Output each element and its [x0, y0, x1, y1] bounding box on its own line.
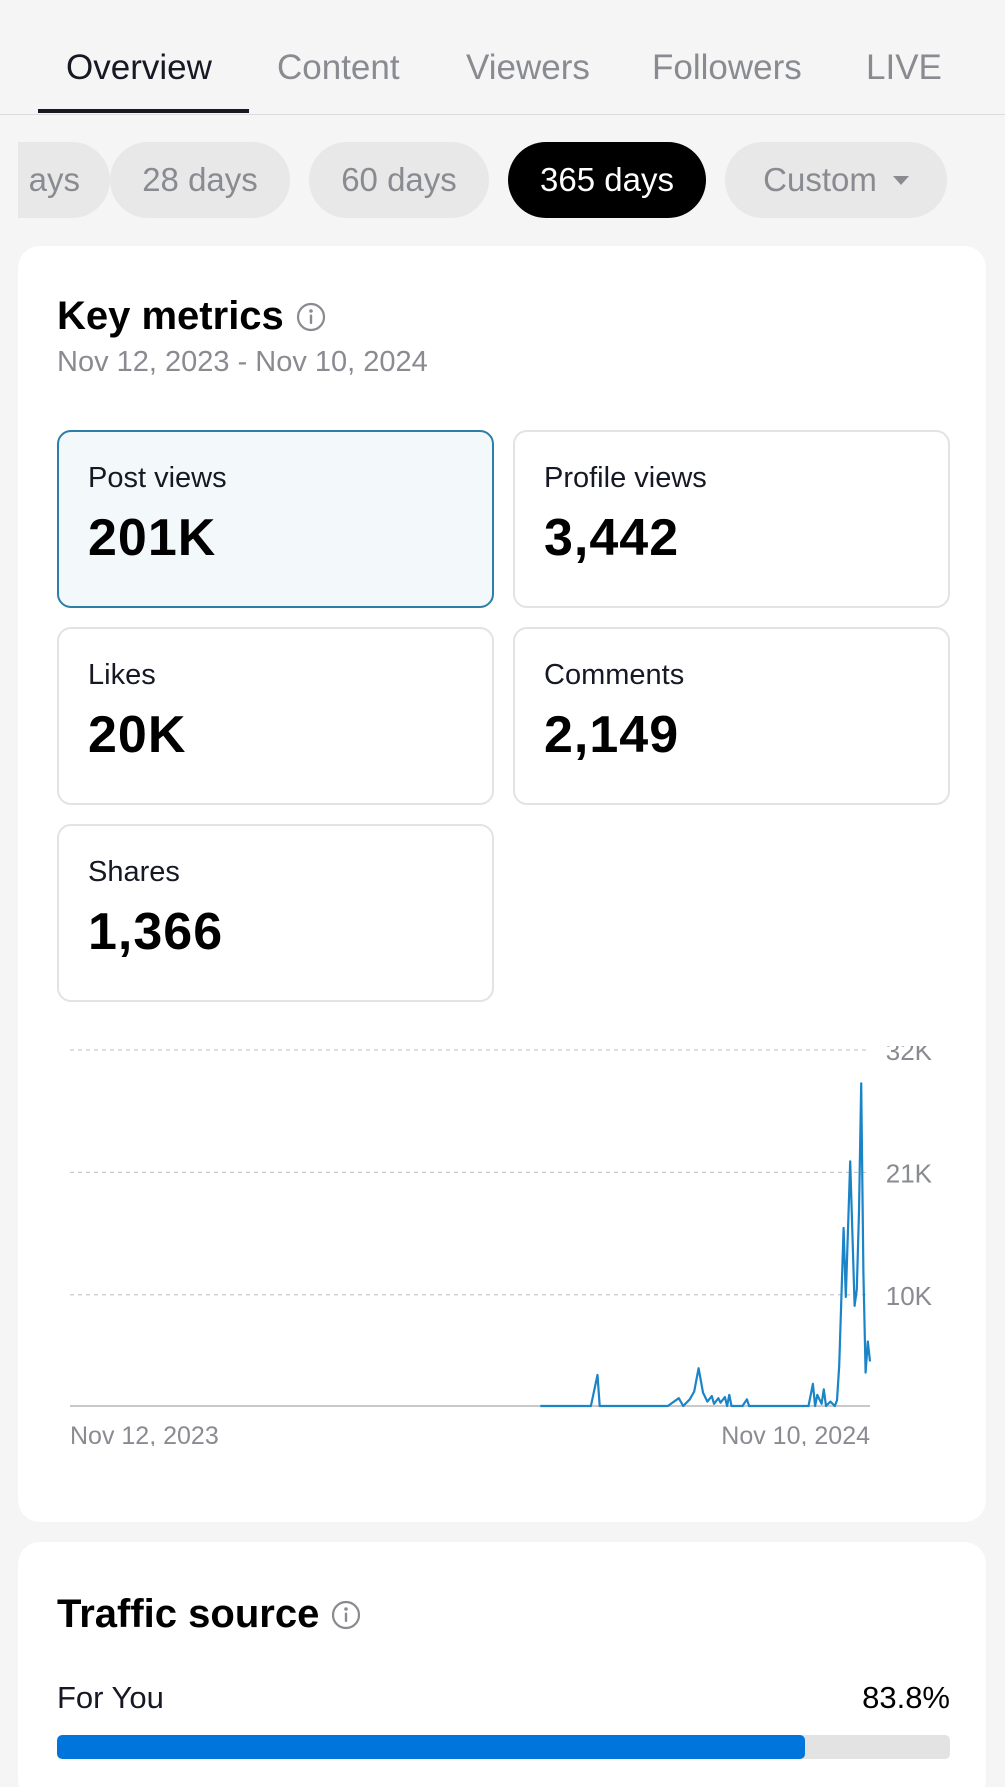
post-views-series-line — [540, 1082, 872, 1408]
metric-card-shares[interactable]: Shares 1,366 — [57, 824, 494, 1002]
info-icon[interactable] — [331, 1600, 361, 1630]
metric-value: 20K — [88, 706, 187, 764]
range-pill-365-days[interactable]: 365 days — [508, 142, 706, 218]
y-tick-label: 21K — [886, 1158, 933, 1188]
x-tick-label: Nov 10, 2024 — [721, 1422, 870, 1446]
tab-viewers[interactable]: Viewers — [466, 48, 590, 87]
traffic-source-bar — [57, 1735, 950, 1759]
range-pill-label: Custom — [763, 161, 877, 198]
key-metrics-heading: Key metrics — [57, 294, 326, 339]
active-tab-indicator — [38, 109, 249, 113]
range-pill-partial[interactable]: ays — [18, 142, 110, 218]
metric-value: 201K — [88, 509, 217, 567]
metric-label: Shares — [88, 856, 180, 888]
metric-label: Post views — [88, 462, 227, 494]
metric-value: 1,366 — [88, 903, 224, 961]
metric-label: Comments — [544, 659, 685, 691]
traffic-source-heading: Traffic source — [57, 1592, 361, 1637]
post-views-line-chart: 10K 21K 32K Nov 12, 2023 Nov 10, 2024 — [70, 1046, 933, 1446]
range-pill-partial-label: ays — [28, 161, 80, 198]
x-tick-label: Nov 12, 2023 — [70, 1422, 219, 1446]
range-pill-28-days[interactable]: 28 days — [110, 142, 290, 218]
info-icon[interactable] — [296, 302, 326, 332]
range-pill-label: 365 days — [540, 161, 674, 198]
date-range-selector: ays 28 days 60 days 365 days Custom — [18, 142, 988, 218]
traffic-source-title: Traffic source — [57, 1592, 320, 1636]
tab-content[interactable]: Content — [277, 48, 400, 87]
caret-down-icon — [892, 175, 909, 185]
analytics-tab-bar: Overview Content Viewers Followers LIVE — [0, 0, 1005, 115]
key-metrics-card: Key metrics Nov 12, 2023 - Nov 10, 2024 … — [18, 246, 986, 1522]
tab-followers[interactable]: Followers — [652, 48, 802, 87]
metric-card-comments[interactable]: Comments 2,149 — [513, 627, 950, 805]
range-pill-60-days[interactable]: 60 days — [309, 142, 489, 218]
range-pill-label: 28 days — [142, 161, 258, 198]
traffic-source-card: Traffic source For You 83.8% — [18, 1542, 986, 1787]
range-pill-label: 60 days — [341, 161, 457, 198]
traffic-source-name: For You — [57, 1680, 164, 1715]
traffic-source-percent: 83.8% — [862, 1680, 950, 1715]
metric-value: 2,149 — [544, 706, 680, 764]
metric-label: Profile views — [544, 462, 707, 494]
tab-live[interactable]: LIVE — [866, 48, 942, 87]
key-metrics-title: Key metrics — [57, 294, 284, 338]
metric-value: 3,442 — [544, 509, 680, 567]
date-range-label: Nov 12, 2023 - Nov 10, 2024 — [57, 346, 428, 378]
metric-label: Likes — [88, 659, 156, 691]
y-tick-label: 32K — [886, 1046, 933, 1066]
metric-card-post-views[interactable]: Post views 201K — [57, 430, 494, 608]
tab-overview[interactable]: Overview — [66, 48, 212, 87]
metric-card-likes[interactable]: Likes 20K — [57, 627, 494, 805]
traffic-source-bar-fill — [57, 1735, 806, 1759]
metric-card-profile-views[interactable]: Profile views 3,442 — [513, 430, 950, 608]
y-tick-label: 10K — [886, 1281, 933, 1311]
range-pill-custom[interactable]: Custom — [725, 142, 947, 218]
